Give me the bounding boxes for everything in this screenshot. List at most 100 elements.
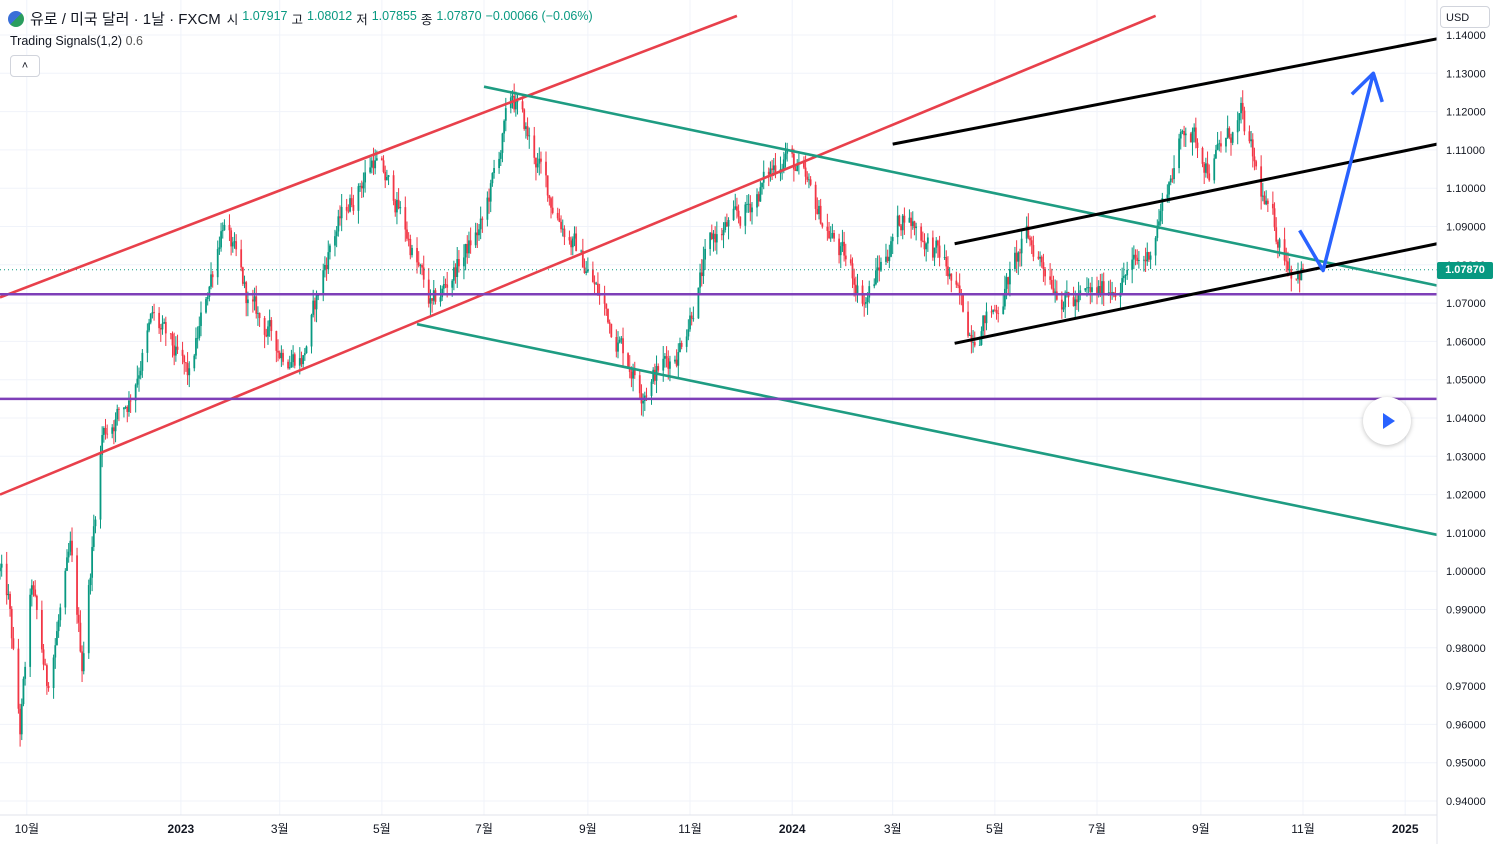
candle: [1020, 228, 1023, 267]
time-axis[interactable]: 10월 2023 3월 5월 7월 9월 11월 2024 3월 5월 7월 9월 11월 2025: [15, 822, 1419, 836]
x-tick-label: 3월: [884, 822, 902, 836]
price-axis[interactable]: 1.14000 1.13000 1.12000 1.11000 1.10000 1.090…: [1446, 30, 1486, 808]
candle: [1007, 276, 1010, 295]
candle: [744, 201, 747, 235]
candle: [950, 273, 953, 293]
trendline-green_channel[interactable]: [483, 85, 1438, 287]
trendline-red_channel[interactable]: [0, 14, 738, 299]
indicator-legend[interactable]: Trading Signals(1,2) 0.6: [10, 34, 143, 48]
candle: [409, 234, 412, 260]
candle: [183, 354, 186, 375]
candle: [925, 242, 928, 262]
candle: [399, 201, 402, 215]
candle: [1181, 129, 1184, 135]
candle: [943, 244, 946, 261]
candle: [324, 256, 326, 278]
candle: [1044, 267, 1046, 286]
y-tick-label: 1.01000: [1446, 528, 1486, 540]
candle: [866, 292, 869, 315]
candle: [704, 239, 707, 271]
close-value: 1.07870: [436, 9, 482, 23]
candle: [898, 214, 901, 227]
candle: [982, 315, 985, 338]
candle: [1111, 281, 1113, 300]
projection-path[interactable]: [1298, 72, 1376, 273]
candle: [575, 226, 578, 252]
candle: [1196, 138, 1199, 159]
candle: [42, 644, 45, 671]
currency-selector[interactable]: USD: [1440, 6, 1490, 28]
candle: [275, 330, 278, 363]
candle: [957, 282, 959, 289]
candle: [923, 233, 926, 257]
candle: [47, 682, 50, 692]
candle: [545, 151, 547, 188]
candle: [1248, 125, 1251, 144]
candle: [551, 196, 554, 215]
candle: [700, 259, 703, 287]
candle: [81, 645, 83, 683]
candle: [419, 263, 422, 275]
candle: [615, 329, 618, 358]
candle: [993, 304, 996, 312]
candle: [854, 276, 857, 302]
candle: [1194, 117, 1197, 149]
candle: [699, 263, 701, 294]
candle: [885, 243, 887, 266]
candle: [89, 573, 92, 595]
candle: [608, 319, 611, 334]
candle: [839, 242, 842, 269]
candle: [725, 213, 728, 227]
replay-button[interactable]: [1363, 397, 1411, 445]
candle: [499, 150, 502, 167]
candle: [1253, 147, 1256, 171]
trendline-black_channel[interactable]: [892, 37, 1438, 146]
candle: [290, 349, 293, 368]
candle: [1193, 123, 1196, 143]
candle: [20, 698, 23, 741]
candle: [1276, 239, 1279, 259]
candle: [643, 391, 646, 412]
candle: [136, 365, 139, 388]
candle: [364, 159, 367, 193]
candle: [1225, 137, 1227, 153]
candle: [468, 231, 470, 259]
play-icon: [1383, 413, 1395, 429]
candle: [481, 216, 484, 233]
candle: [392, 170, 395, 206]
candle: [1009, 261, 1011, 297]
candle: [826, 213, 829, 241]
candle: [340, 193, 343, 232]
candle: [1302, 263, 1304, 271]
open-value: 1.07917: [242, 9, 288, 23]
candle: [913, 220, 916, 236]
candle: [313, 297, 316, 322]
symbol-title[interactable]: 유로 / 미국 달러 · 1날 · FXCM: [30, 11, 221, 28]
candle: [720, 227, 723, 241]
candle: [34, 580, 37, 598]
candle: [233, 232, 236, 249]
candle: [79, 610, 82, 653]
candle: [32, 581, 35, 597]
candle: [387, 174, 390, 186]
trendline-red_channel[interactable]: [0, 14, 1157, 496]
candle: [220, 222, 222, 252]
candle: [30, 579, 33, 607]
candle: [158, 307, 161, 334]
candle: [983, 315, 986, 336]
collapse-legend-button[interactable]: ˄: [10, 55, 40, 77]
indicator-name: Trading Signals(1,2): [10, 34, 123, 48]
y-tick-label: 1.10000: [1446, 183, 1486, 195]
candle: [627, 352, 629, 368]
trendline-black_channel[interactable]: [954, 142, 1438, 246]
trendline-black_channel[interactable]: [954, 242, 1438, 345]
candle: [310, 313, 313, 354]
candle: [712, 230, 715, 252]
candle: [205, 296, 207, 314]
candle: [491, 172, 494, 187]
y-tick-label: 0.97000: [1446, 681, 1486, 693]
candle: [1019, 248, 1021, 267]
trendline-green_channel[interactable]: [416, 322, 1438, 537]
candle: [1263, 191, 1266, 205]
